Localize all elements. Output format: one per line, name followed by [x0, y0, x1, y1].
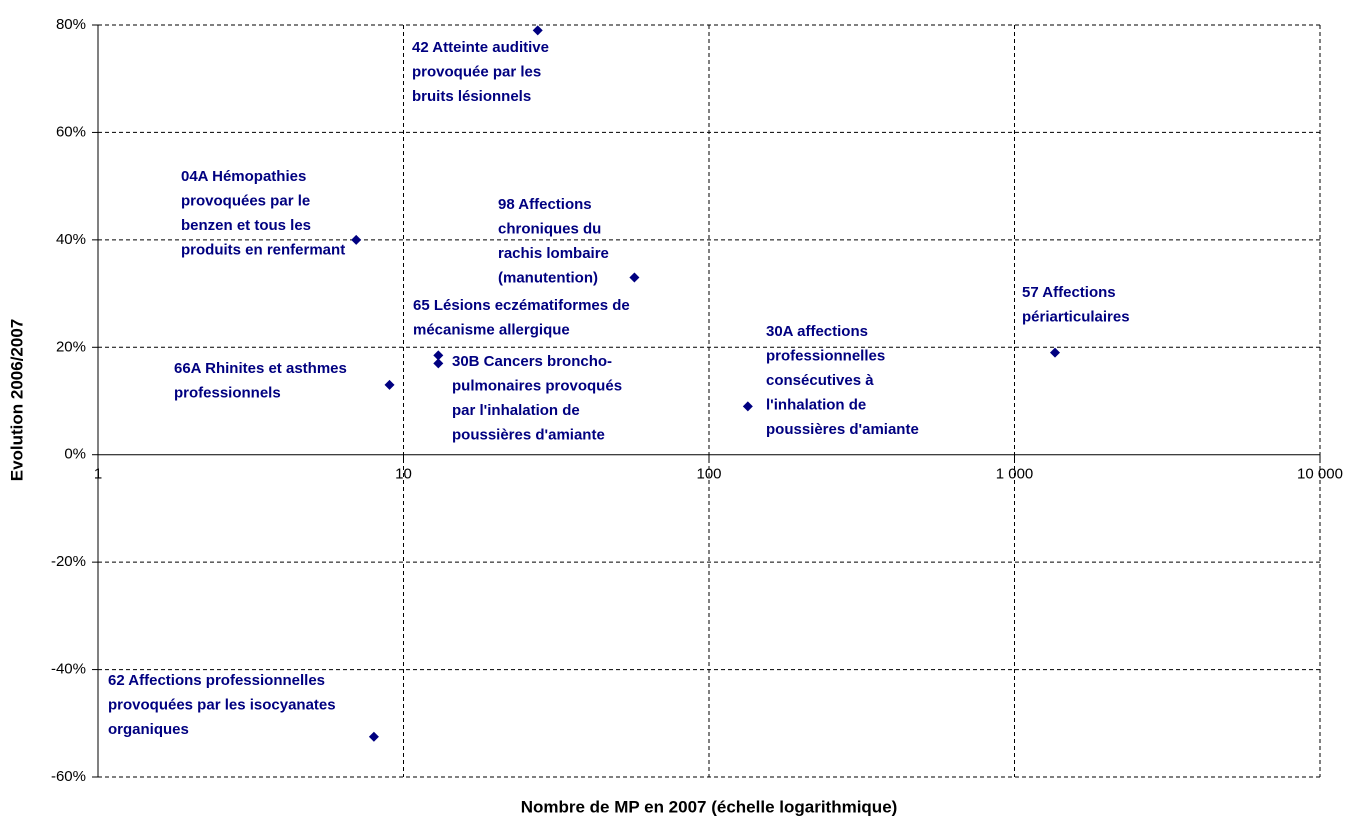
- point: [742, 401, 753, 412]
- point-label: chroniques du: [498, 220, 601, 237]
- point-label: organiques: [108, 721, 189, 738]
- point-label: poussières d'amiante: [452, 426, 605, 443]
- point-label: consécutives à: [766, 372, 874, 389]
- point-label: 65 Lésions eczématiformes de: [413, 297, 630, 314]
- point: [532, 25, 543, 36]
- point-label: l'inhalation de: [766, 396, 866, 413]
- point: [384, 379, 395, 390]
- point-label: périarticulaires: [1022, 308, 1130, 325]
- point-label: 42 Atteinte auditive: [412, 39, 549, 56]
- point-label: provoquées par le: [181, 192, 310, 209]
- point-label: 04A Hémopathies: [181, 168, 306, 185]
- point-label: 66A Rhinites et asthmes: [174, 360, 347, 377]
- point-label: provoquée par les: [412, 63, 541, 80]
- point-label: 30B Cancers broncho-: [452, 353, 612, 370]
- point: [1050, 347, 1061, 358]
- point-label: 57 Affections: [1022, 284, 1116, 301]
- y-tick-label: -40%: [51, 661, 86, 678]
- point: [433, 358, 444, 369]
- point-label: mécanisme allergique: [413, 321, 570, 338]
- point: [368, 731, 379, 742]
- point-label: par l'inhalation de: [452, 402, 580, 419]
- point-label: benzen et tous les: [181, 217, 311, 234]
- point: [351, 234, 362, 245]
- y-tick-label: -60%: [51, 768, 86, 785]
- y-tick-label: 40%: [56, 231, 86, 248]
- y-axis-title: Evolution 2006/2007: [7, 319, 26, 482]
- point: [629, 272, 640, 283]
- point-label: professionnels: [174, 384, 281, 401]
- point-label: 62 Affections professionnelles: [108, 672, 325, 689]
- point-label: 30A affections: [766, 323, 868, 340]
- point-label: bruits lésionnels: [412, 88, 531, 105]
- point-label: professionnelles: [766, 347, 885, 364]
- y-tick-label: 60%: [56, 123, 86, 140]
- point-label: produits en renfermant: [181, 241, 345, 258]
- x-axis-title: Nombre de MP en 2007 (échelle logarithmi…: [521, 797, 898, 816]
- point-label: 98 Affections: [498, 196, 592, 213]
- point: [433, 350, 444, 361]
- point-label: pulmonaires provoqués: [452, 377, 622, 394]
- point-label: rachis lombaire: [498, 245, 609, 262]
- y-tick-label: 0%: [64, 446, 86, 463]
- point-label: provoquées par les isocyanates: [108, 696, 336, 713]
- y-tick-label: -20%: [51, 553, 86, 570]
- point-label: poussières d'amiante: [766, 421, 919, 438]
- y-tick-label: 80%: [56, 16, 86, 33]
- y-tick-label: 20%: [56, 338, 86, 355]
- point-label: (manutention): [498, 269, 598, 286]
